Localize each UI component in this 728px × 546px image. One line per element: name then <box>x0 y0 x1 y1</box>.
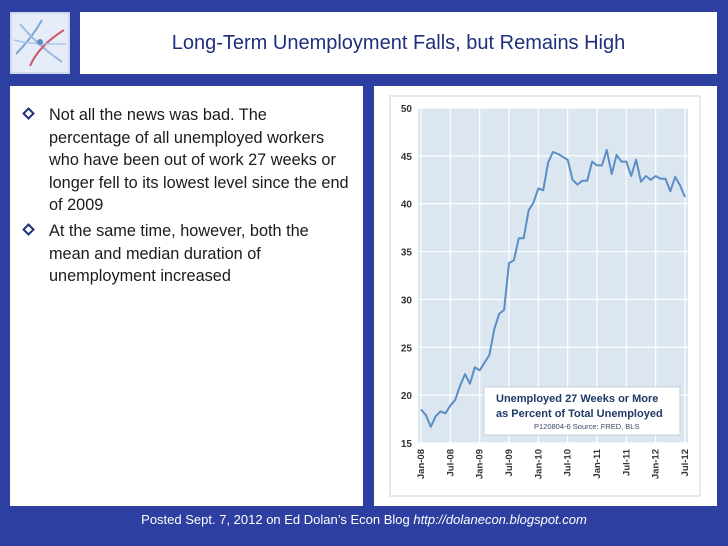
x-tick-label: Jul-08 <box>445 449 456 476</box>
x-tick-label: Jan-12 <box>651 449 662 479</box>
y-tick-label: 50 <box>401 104 413 115</box>
series-line <box>420 149 686 428</box>
y-tick-label: 35 <box>401 248 413 259</box>
source-label: P120804-6 Source: FRED, BLS <box>534 422 639 431</box>
network-logo-icon <box>12 14 68 72</box>
footer: Posted Sept. 7, 2012 on Ed Dolan’s Econ … <box>0 512 728 527</box>
x-tick-label: Jan-08 <box>416 449 427 479</box>
diamond-bullet-icon <box>22 223 35 236</box>
footer-text: Posted Sept. 7, 2012 on Ed Dolan’s Econ … <box>141 512 414 527</box>
bullet-item: At the same time, however, both the mean… <box>22 220 352 288</box>
y-tick-label: 30 <box>401 295 413 306</box>
legend-label: Unemployed 27 Weeks or More <box>496 393 658 405</box>
legend-box <box>483 386 681 436</box>
x-tick-label: Jul-09 <box>504 449 515 476</box>
diamond-bullet-icon <box>22 107 35 120</box>
bullet-item: Not all the news was bad. The percentage… <box>22 104 352 217</box>
x-tick-label: Jul-11 <box>621 448 632 476</box>
y-tick-label: 20 <box>401 391 413 402</box>
y-tick-label: 45 <box>401 152 413 163</box>
logo <box>10 12 70 74</box>
legend-label: as Percent of Total Unemployed <box>496 408 663 420</box>
x-tick-label: Jul-10 <box>563 449 574 476</box>
chart-panel: 15 20 25 30 35 40 45 50 Jan-08 Jul-08 Jan-09 Jul-0… <box>374 86 717 506</box>
bullet-list: Not all the news was bad. The percentage… <box>22 104 352 288</box>
page-title: Long-Term Unemployment Falls, but Remain… <box>171 31 626 54</box>
x-tick-label: Jul-12 <box>680 449 691 476</box>
bullet-text: At the same time, however, both the mean… <box>49 221 309 286</box>
title-banner: Long-Term Unemployment Falls, but Remain… <box>80 12 717 74</box>
y-tick-label: 25 <box>401 343 413 354</box>
x-tick-label: Jan-11 <box>592 448 603 478</box>
x-tick-label: Jan-09 <box>475 449 486 479</box>
content-panel <box>10 86 363 506</box>
footer-link[interactable]: http://dolanecon.blogspot.com <box>413 512 587 527</box>
bullet-text: Not all the news was bad. The percentage… <box>49 106 349 215</box>
y-tick-label: 40 <box>401 200 413 211</box>
x-tick-label: Jan-10 <box>533 449 544 479</box>
unemployment-line-chart: 15 20 25 30 35 40 45 50 Jan-08 Jul-08 Jan-09 Jul-0… <box>389 95 701 497</box>
y-tick-label: 15 <box>401 439 413 450</box>
